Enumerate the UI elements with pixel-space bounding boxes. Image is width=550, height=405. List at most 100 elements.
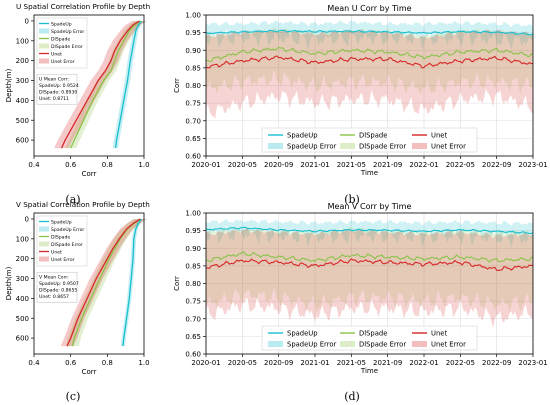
- x-tick-label-d-1: 2020-05: [228, 359, 257, 367]
- y-tick-label-c-1: 100: [16, 235, 29, 243]
- y-tick-label-b-0: 0.60: [185, 153, 201, 161]
- x-tick-label-b-6: 2022-01: [409, 161, 438, 169]
- y-axis-label-a: Depth(m): [5, 68, 13, 102]
- y-tick-label-a-5: 500: [16, 117, 29, 125]
- y-tick-label-d-3: 0.75: [185, 298, 201, 306]
- y-tick-label-c-4: 400: [16, 295, 29, 303]
- y-axis-label-b: Corr: [173, 78, 181, 93]
- x-tick-label-b-3: 2021-01: [300, 161, 329, 169]
- series-line-unet-b: [205, 55, 534, 69]
- legend-label-c-4: Unet: [51, 250, 62, 256]
- x-tick-label-d-9: 2023-01: [518, 359, 547, 367]
- error-band-unet-d: [206, 229, 533, 329]
- legend-swatch-d-3: [268, 341, 283, 347]
- series-line-unet-c: [66, 218, 141, 347]
- legend-label-b-4: DlSpade Error: [359, 143, 406, 151]
- y-tick-label-a-4: 400: [16, 97, 29, 105]
- y-tick-label-b-3: 0.75: [185, 100, 201, 108]
- y-tick-label-d-2: 0.70: [185, 315, 201, 323]
- legend-label-a-2: DlSpade: [51, 37, 70, 43]
- error-band-dlspade-d: [206, 227, 533, 313]
- error-band-spadeup-c: [120, 219, 144, 347]
- annotation-line-a-1: SpadeUp: 0.9524: [39, 83, 79, 89]
- legend-label-a-3: DlSpade Error: [51, 44, 83, 50]
- x-tick-label-b-4: 2021-05: [337, 161, 366, 169]
- y-tick-label-a-3: 300: [16, 77, 29, 85]
- y-tick-label-a-0: 0: [25, 17, 29, 25]
- y-tick-label-c-3: 300: [16, 275, 29, 283]
- legend-label-c-5: Unet Error: [51, 257, 75, 263]
- y-tick-label-d-1: 0.65: [185, 333, 201, 341]
- legend-label-c-1: SpadeUp Error: [51, 227, 84, 233]
- plot-frame-a: [33, 14, 145, 157]
- x-tick-label-d-4: 2021-05: [337, 359, 366, 367]
- y-tick-label-d-5: 0.85: [185, 262, 201, 270]
- annotation-line-a-3: Unet: 0.8711: [39, 96, 69, 102]
- legend-swatch-d-5: [412, 341, 427, 347]
- y-tick-label-c-6: 600: [16, 335, 29, 343]
- legend-label-a-5: Unet Error: [51, 59, 75, 65]
- legend-swatch-c-1: [39, 226, 49, 232]
- x-tick-label-c-0: 0.4: [28, 359, 40, 367]
- legend-label-d-3: SpadeUp Error: [287, 341, 337, 349]
- chart-title-d: Mean V Corr by Time: [328, 202, 412, 211]
- series-line-unet-d: [205, 258, 534, 271]
- series-line-spadeup-d: [205, 226, 534, 235]
- y-tick-label-a-2: 200: [16, 57, 29, 65]
- legend-swatch-a-5: [39, 58, 49, 64]
- y-tick-label-d-7: 0.95: [185, 227, 201, 235]
- y-tick-label-b-8: 1.00: [185, 12, 201, 20]
- x-tick-label-d-5: 2021-09: [373, 359, 402, 367]
- legend-box-a: [36, 17, 88, 69]
- y-tick-label-b-6: 0.90: [185, 47, 201, 55]
- x-axis-label-a: Corr: [82, 170, 97, 178]
- annotation-line-c-0: V Mean Corr:: [39, 275, 69, 281]
- x-tick-label-a-3: 1.0: [138, 161, 149, 169]
- legend-swatch-b-4: [340, 143, 355, 149]
- legend-swatch-a-3: [39, 43, 49, 49]
- y-axis-label-c: Depth(m): [5, 266, 13, 300]
- plot-frame-c: [33, 212, 145, 355]
- y-tick-label-c-0: 0: [25, 215, 29, 223]
- legend-label-a-0: SpadeUp: [51, 22, 72, 28]
- legend-label-d-5: Unet Error: [431, 341, 466, 349]
- y-tick-label-d-0: 0.60: [185, 351, 201, 359]
- legend-swatch-c-5: [39, 256, 49, 262]
- annotation-line-c-1: SpadeUp: 0.9507: [39, 281, 79, 287]
- series-line-dlspade-d: [206, 251, 534, 263]
- x-tick-label-b-2: 2020-09: [264, 161, 293, 169]
- annotation-line-c-3: Unet: 0.8657: [39, 294, 69, 300]
- x-tick-label-a-0: 0.4: [28, 161, 40, 169]
- y-tick-label-c-2: 200: [16, 255, 29, 263]
- x-tick-label-c-1: 0.6: [65, 359, 77, 367]
- x-tick-label-d-3: 2021-01: [300, 359, 329, 367]
- caption-a: (a): [65, 193, 81, 206]
- x-tick-label-b-7: 2022-05: [446, 161, 475, 169]
- y-tick-label-b-2: 0.70: [185, 117, 201, 125]
- legend-label-d-0: SpadeUp: [287, 330, 318, 338]
- series-line-spadeup-a: [114, 20, 142, 149]
- error-band-unet-c: [60, 219, 147, 347]
- x-tick-label-d-8: 2022-09: [482, 359, 511, 367]
- legend-box-b: [261, 127, 478, 153]
- y-tick-label-b-1: 0.65: [185, 135, 201, 143]
- legend-label-d-4: DlSpade Error: [359, 341, 406, 349]
- error-band-dlspade-c: [66, 219, 147, 347]
- x-tick-label-c-2: 0.8: [102, 359, 113, 367]
- annotation-line-c-2: DlSpade: 0.8655: [39, 288, 77, 294]
- error-band-dlspade-b: [206, 27, 533, 95]
- chart-title-a: U Spatial Correlation Profile by Depth: [16, 2, 150, 11]
- x-axis-label-d: Time: [360, 367, 378, 375]
- annotation-box-c: [36, 271, 78, 303]
- y-tick-label-d-4: 0.80: [185, 280, 201, 288]
- series-line-spadeup-b: [205, 29, 534, 36]
- series-line-dlspade-b: [206, 46, 534, 63]
- y-tick-label-d-8: 1.00: [185, 210, 201, 218]
- x-tick-label-c-3: 1.0: [138, 359, 149, 367]
- y-tick-label-b-5: 0.85: [185, 64, 201, 72]
- x-tick-label-d-6: 2022-01: [409, 359, 438, 367]
- x-tick-label-d-2: 2020-09: [264, 359, 293, 367]
- series-line-unet-a: [60, 20, 140, 149]
- legend-label-c-3: DlSpade Error: [51, 242, 83, 248]
- x-axis-label-b: Time: [360, 169, 378, 177]
